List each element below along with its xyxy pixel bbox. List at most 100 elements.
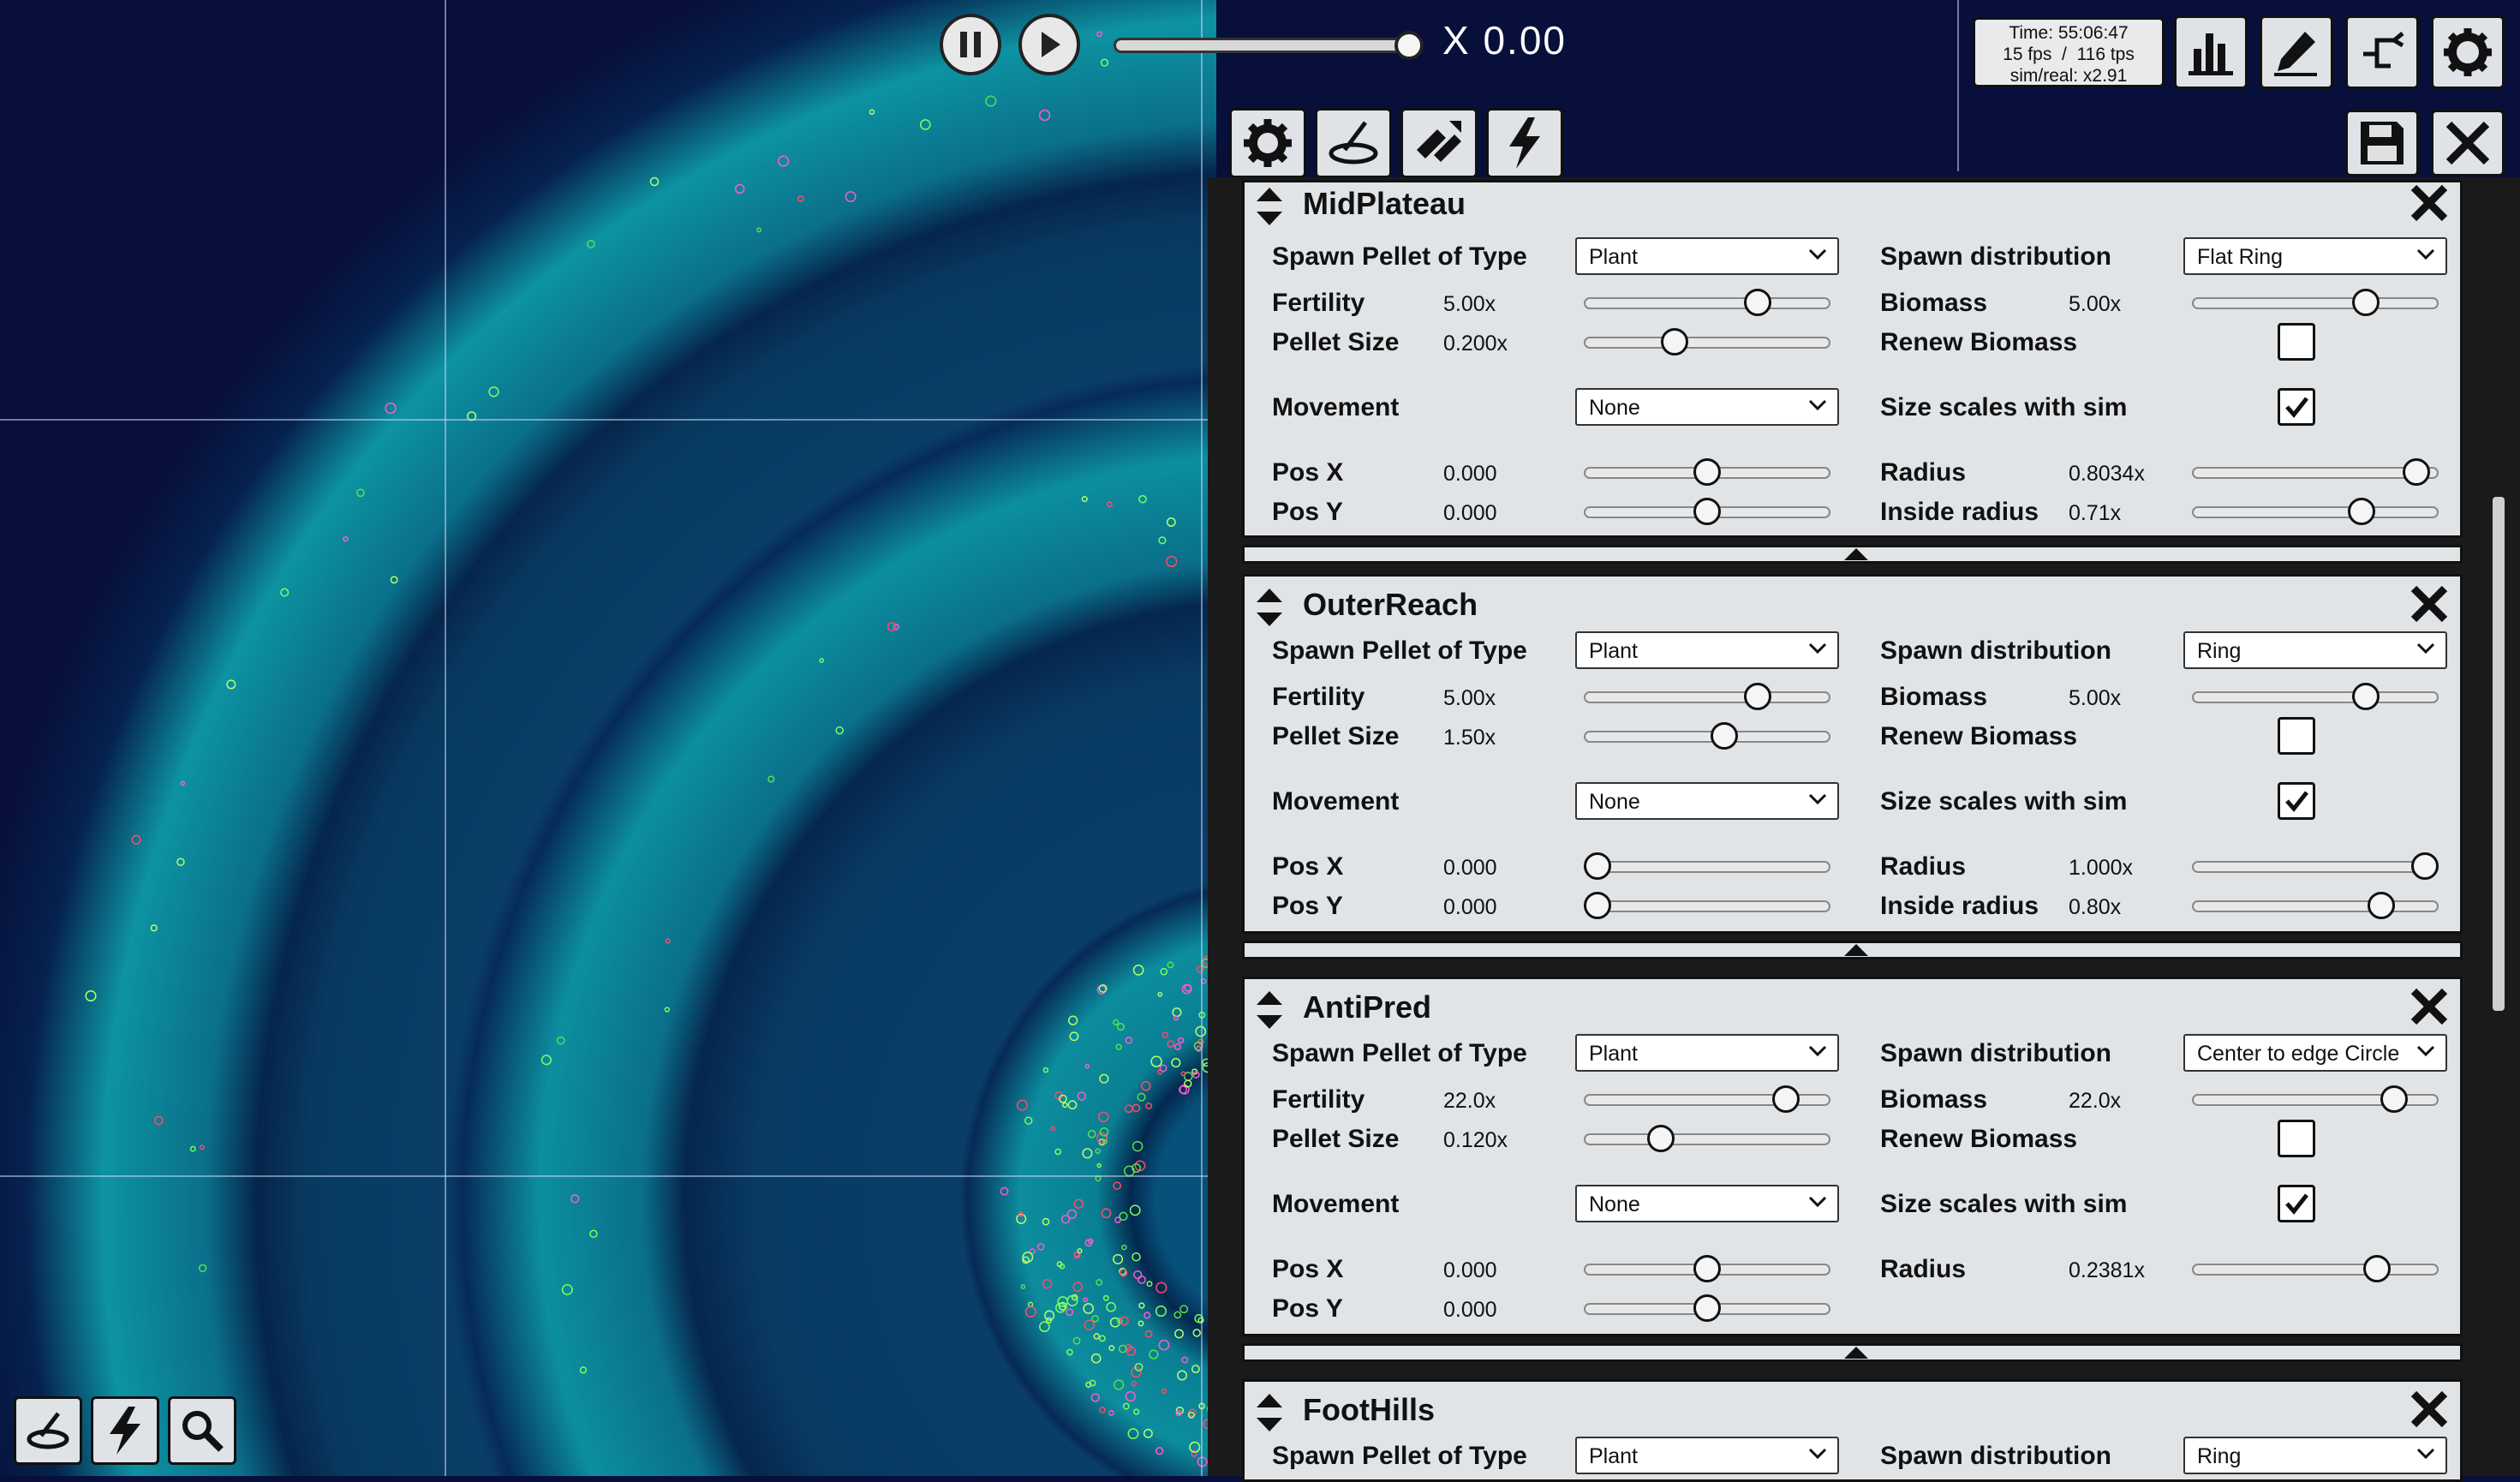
collapse-bar[interactable] bbox=[1242, 545, 2463, 564]
tools-button[interactable] bbox=[2431, 110, 2505, 176]
radius-slider-track[interactable] bbox=[2192, 467, 2439, 479]
spawn-distribution-dropdown[interactable]: Center to edge Circle bbox=[2183, 1034, 2447, 1072]
pos-y-slider[interactable] bbox=[1584, 498, 1830, 525]
pellet-size-slider-thumb[interactable] bbox=[1711, 722, 1738, 750]
pellet-size-slider-track[interactable] bbox=[1584, 731, 1830, 743]
biomass-slider[interactable] bbox=[2192, 683, 2439, 710]
play-button[interactable] bbox=[1018, 14, 1080, 75]
movement-dropdown[interactable]: None bbox=[1575, 782, 1839, 820]
movement-dropdown[interactable]: None bbox=[1575, 1185, 1839, 1222]
biomass-slider-track[interactable] bbox=[2192, 297, 2439, 309]
movement-dropdown[interactable]: None bbox=[1575, 388, 1839, 426]
pos-y-slider[interactable] bbox=[1584, 1294, 1830, 1322]
reorder-icon[interactable] bbox=[1255, 186, 1284, 227]
biomass-slider[interactable] bbox=[2192, 1085, 2439, 1113]
spawn-distribution-dropdown[interactable]: Ring bbox=[2183, 1437, 2447, 1474]
collapse-bar[interactable] bbox=[1242, 1343, 2463, 1362]
pos-x-slider-thumb[interactable] bbox=[1584, 852, 1611, 880]
radius-slider-track[interactable] bbox=[2192, 861, 2439, 873]
fertility-slider-thumb[interactable] bbox=[1744, 683, 1771, 710]
inside-radius-slider-thumb[interactable] bbox=[2368, 892, 2395, 919]
pos-x-slider-track[interactable] bbox=[1584, 861, 1830, 873]
radius-slider[interactable] bbox=[2192, 1255, 2439, 1282]
zap-tool-button[interactable] bbox=[91, 1396, 159, 1465]
inside-radius-slider-track[interactable] bbox=[2192, 900, 2439, 912]
pos-x-slider[interactable] bbox=[1584, 458, 1830, 486]
fertility-slider-track[interactable] bbox=[1584, 297, 1830, 309]
spawn-distribution-dropdown[interactable]: Flat Ring bbox=[2183, 237, 2447, 275]
pellet-size-slider-track[interactable] bbox=[1584, 1133, 1830, 1145]
size-scales-checkbox[interactable] bbox=[2278, 782, 2315, 820]
close-icon[interactable] bbox=[2409, 1389, 2450, 1430]
reorder-icon[interactable] bbox=[1255, 989, 1284, 1031]
size-scales-checkbox[interactable] bbox=[2278, 1185, 2315, 1222]
speed-slider-thumb[interactable] bbox=[1394, 31, 1424, 60]
biomass-slider-track[interactable] bbox=[2192, 691, 2439, 703]
fertility-slider-track[interactable] bbox=[1584, 1094, 1830, 1106]
inside-radius-slider[interactable] bbox=[2192, 498, 2439, 525]
tab-food-settings[interactable] bbox=[1315, 108, 1392, 178]
settings-button[interactable] bbox=[2431, 15, 2505, 89]
spawn-type-dropdown[interactable]: Plant bbox=[1575, 631, 1839, 669]
pos-y-slider-track[interactable] bbox=[1584, 900, 1830, 912]
stats-chart-button[interactable] bbox=[2174, 15, 2248, 89]
spawn-distribution-dropdown[interactable]: Ring bbox=[2183, 631, 2447, 669]
radius-slider[interactable] bbox=[2192, 458, 2439, 486]
collapse-up-icon[interactable] bbox=[1844, 548, 1868, 560]
inspect-tool-button[interactable] bbox=[168, 1396, 236, 1465]
pos-y-slider[interactable] bbox=[1584, 892, 1830, 919]
pause-button[interactable] bbox=[940, 14, 1001, 75]
pos-x-slider[interactable] bbox=[1584, 1255, 1830, 1282]
pellet-size-slider[interactable] bbox=[1584, 722, 1830, 750]
fertility-slider-thumb[interactable] bbox=[1772, 1085, 1800, 1113]
pellet-size-slider-track[interactable] bbox=[1584, 337, 1830, 349]
radius-slider-thumb[interactable] bbox=[2363, 1255, 2391, 1282]
radius-slider-thumb[interactable] bbox=[2403, 458, 2430, 486]
inside-radius-slider[interactable] bbox=[2192, 892, 2439, 919]
collapse-up-icon[interactable] bbox=[1844, 1347, 1868, 1359]
simulation-view[interactable] bbox=[0, 0, 1216, 1476]
fertility-slider-track[interactable] bbox=[1584, 691, 1830, 703]
fertility-slider[interactable] bbox=[1584, 289, 1830, 316]
spawn-food-tool-button[interactable] bbox=[14, 1396, 82, 1465]
pellet-size-slider-thumb[interactable] bbox=[1647, 1125, 1675, 1152]
editor-button[interactable] bbox=[2260, 15, 2333, 89]
biomass-slider[interactable] bbox=[2192, 289, 2439, 316]
pos-y-slider-thumb[interactable] bbox=[1584, 892, 1611, 919]
collapse-up-icon[interactable] bbox=[1844, 944, 1868, 956]
tab-world-settings[interactable] bbox=[1229, 108, 1306, 178]
renew-biomass-checkbox[interactable] bbox=[2278, 1120, 2315, 1157]
phylo-tree-button[interactable] bbox=[2345, 15, 2419, 89]
biomass-slider-track[interactable] bbox=[2192, 1094, 2439, 1106]
size-scales-checkbox[interactable] bbox=[2278, 388, 2315, 426]
tab-mutation-settings[interactable] bbox=[1400, 108, 1478, 178]
pos-y-slider-thumb[interactable] bbox=[1693, 1294, 1721, 1322]
pellet-size-slider[interactable] bbox=[1584, 1125, 1830, 1152]
biomass-slider-thumb[interactable] bbox=[2352, 683, 2380, 710]
reorder-icon[interactable] bbox=[1255, 587, 1284, 628]
spawn-type-dropdown[interactable]: Plant bbox=[1575, 237, 1839, 275]
biomass-slider-thumb[interactable] bbox=[2352, 289, 2380, 316]
spawn-type-dropdown[interactable]: Plant bbox=[1575, 1437, 1839, 1474]
pos-x-slider-thumb[interactable] bbox=[1693, 1255, 1721, 1282]
save-button[interactable] bbox=[2345, 110, 2419, 176]
reorder-icon[interactable] bbox=[1255, 1392, 1284, 1433]
radius-slider-thumb[interactable] bbox=[2411, 852, 2439, 880]
renew-biomass-checkbox[interactable] bbox=[2278, 717, 2315, 755]
collapse-bar[interactable] bbox=[1242, 941, 2463, 959]
radius-slider[interactable] bbox=[2192, 852, 2439, 880]
close-icon[interactable] bbox=[2409, 583, 2450, 624]
close-icon[interactable] bbox=[2409, 182, 2450, 224]
renew-biomass-checkbox[interactable] bbox=[2278, 323, 2315, 361]
fertility-slider-thumb[interactable] bbox=[1744, 289, 1771, 316]
close-icon[interactable] bbox=[2409, 986, 2450, 1027]
pellet-size-slider-thumb[interactable] bbox=[1661, 328, 1688, 356]
biomass-slider-thumb[interactable] bbox=[2380, 1085, 2408, 1113]
inside-radius-slider-track[interactable] bbox=[2192, 506, 2439, 518]
radius-slider-track[interactable] bbox=[2192, 1264, 2439, 1276]
fertility-slider[interactable] bbox=[1584, 683, 1830, 710]
inside-radius-slider-thumb[interactable] bbox=[2348, 498, 2375, 525]
pellet-size-slider[interactable] bbox=[1584, 328, 1830, 356]
pos-x-slider-thumb[interactable] bbox=[1693, 458, 1721, 486]
spawn-type-dropdown[interactable]: Plant bbox=[1575, 1034, 1839, 1072]
